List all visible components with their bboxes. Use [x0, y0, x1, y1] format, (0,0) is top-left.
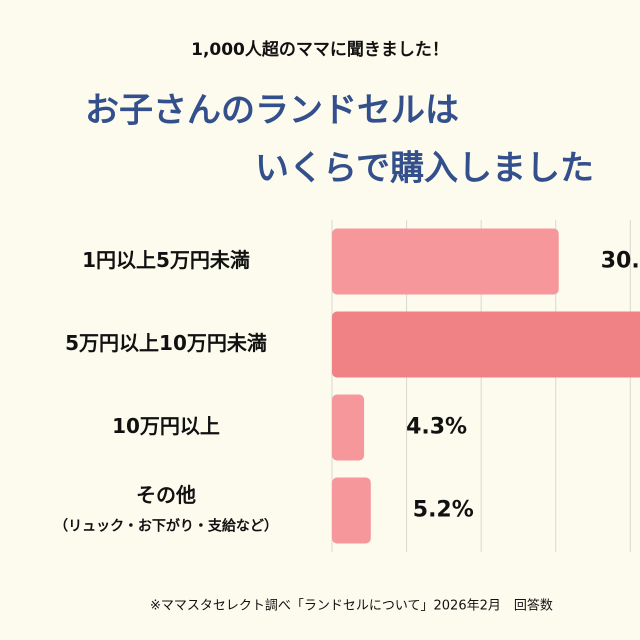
- value-label: 4.3%: [406, 415, 467, 440]
- value-label: 30.4%: [601, 249, 640, 274]
- chart-subtitle: 1,000人超のママに聞きました！: [191, 39, 449, 60]
- footnote: ※ママスタセレクト調べ「ランドセルについて」2026年2月 回答数: [150, 598, 553, 614]
- category-label: 5万円以上10万円未満: [65, 331, 267, 355]
- category-label: 10万円以上: [112, 414, 220, 438]
- category-label: 1円以上5万円未満: [82, 248, 250, 272]
- value-label: 5.2%: [413, 498, 474, 523]
- chart-title: お子さんのランドセルは: [85, 91, 459, 131]
- bar: [332, 477, 371, 544]
- bar: [332, 228, 559, 295]
- bar: [332, 394, 365, 461]
- bar: [332, 311, 640, 378]
- category-label: その他: [136, 483, 196, 507]
- category-note: （リュック・お下がり・支給など）: [54, 518, 278, 535]
- plot-area: 1円以上5万円未満30.4%5万円以上10万円未満60.1%10万円以上4.3%…: [54, 220, 640, 552]
- chart-title: いくらで購入しました: [255, 149, 594, 189]
